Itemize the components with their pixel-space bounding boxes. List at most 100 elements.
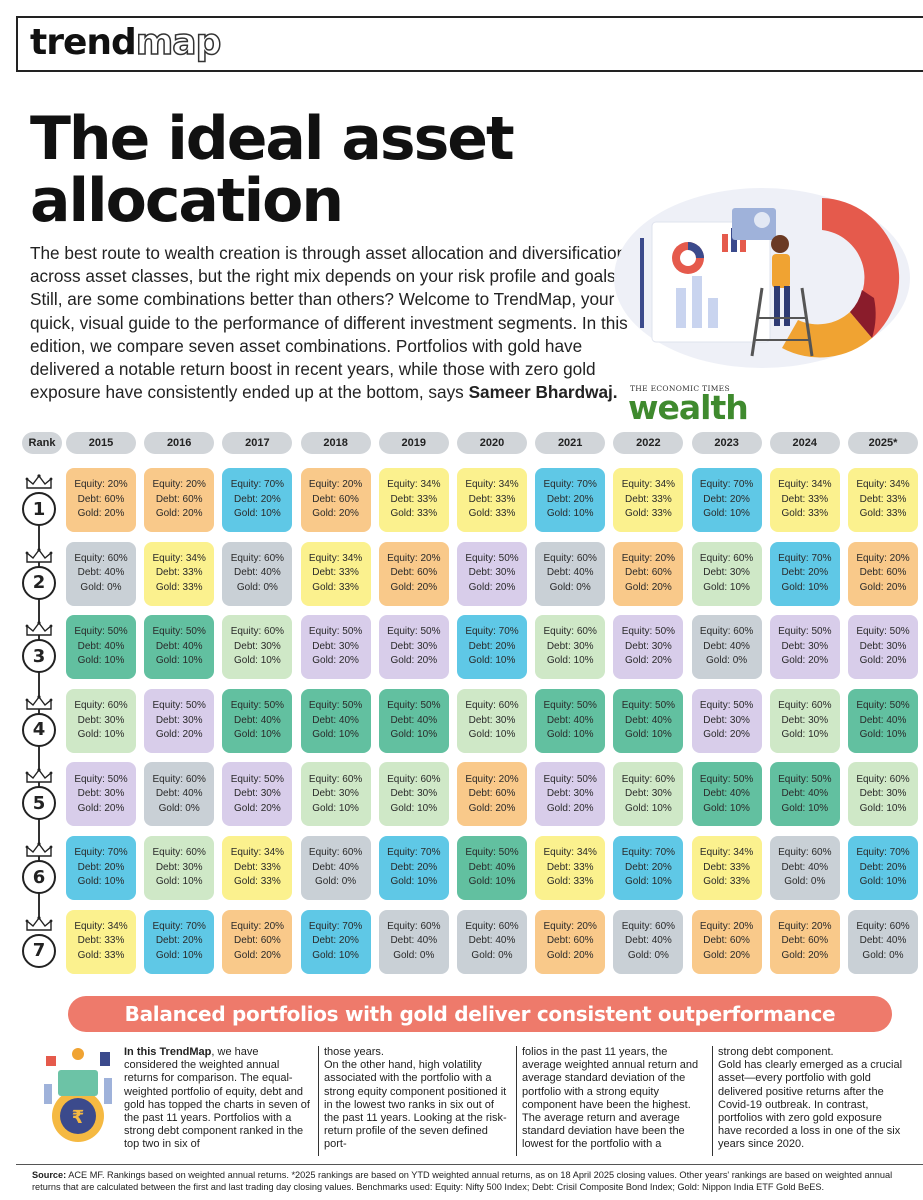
gold-share: Gold: 20%	[859, 655, 907, 667]
gold-share: Gold: 20%	[468, 802, 516, 814]
year-header: 2019	[378, 432, 449, 454]
et-wealth-logo: THE ECONOMIC TIMES wealth	[628, 384, 749, 427]
allocation-cell: Equity: 20% Debt: 60% Gold: 20%	[378, 541, 449, 606]
allocation-cell: Equity: 60% Debt: 30% Gold: 10%	[300, 762, 371, 827]
equity-share: Equity: 34%	[308, 552, 363, 564]
allocation-cell: Equity: 50% Debt: 40% Gold: 10%	[691, 762, 762, 827]
equity-share: Equity: 60%	[308, 773, 363, 785]
crown-icon	[25, 915, 53, 931]
allocation-cell: Equity: 60% Debt: 40% Gold: 0%	[535, 541, 606, 606]
debt-share: Debt: 30%	[781, 640, 829, 652]
gold-share: Gold: 20%	[859, 581, 907, 593]
debt-share: Debt: 33%	[234, 861, 281, 873]
debt-share: Debt: 30%	[312, 788, 359, 800]
gold-share: Gold: 10%	[546, 508, 594, 520]
year-header: 2022	[613, 432, 684, 454]
debt-share: Debt: 30%	[546, 640, 594, 652]
gold-share: Gold: 0%	[862, 949, 904, 961]
gold-share: Gold: 10%	[781, 581, 829, 593]
rank-badge: 3	[22, 639, 56, 674]
debt-share: Debt: 30%	[859, 640, 907, 652]
equity-share: Equity: 20%	[152, 479, 206, 491]
allocation-cell: Equity: 20% Debt: 60% Gold: 20%	[613, 541, 684, 606]
gold-share: Gold: 10%	[312, 949, 359, 961]
equity-share: Equity: 50%	[543, 700, 597, 712]
debt-share: Debt: 60%	[703, 935, 750, 947]
rank-badge: 4	[22, 712, 56, 747]
equity-share: Equity: 50%	[699, 700, 754, 712]
article-column-1: In this TrendMap, we have considered the…	[124, 1046, 310, 1151]
debt-share: Debt: 30%	[155, 714, 203, 726]
equity-share: Equity: 50%	[699, 773, 754, 785]
gold-share: Gold: 10%	[390, 876, 438, 888]
allocation-cell: Equity: 34% Debt: 33% Gold: 33%	[613, 468, 684, 532]
debt-share: Debt: 33%	[155, 567, 203, 579]
equity-share: Equity: 34%	[465, 479, 519, 491]
equity-share: Equity: 70%	[621, 847, 676, 859]
gold-share: Gold: 33%	[468, 508, 516, 520]
equity-share: Equity: 70%	[699, 479, 754, 491]
allocation-cell: Equity: 34% Debt: 33% Gold: 33%	[848, 468, 918, 532]
gold-share: Gold: 20%	[703, 949, 750, 961]
debt-share: Debt: 20%	[859, 861, 907, 873]
equity-share: Equity: 70%	[230, 479, 285, 491]
gold-share: Gold: 33%	[703, 876, 750, 888]
equity-share: Equity: 50%	[543, 773, 597, 785]
year-header: 2024	[769, 432, 840, 454]
allocation-cell: Equity: 34% Debt: 33% Gold: 33%	[378, 468, 449, 532]
gold-share: Gold: 10%	[468, 876, 516, 888]
gold-share: Gold: 20%	[546, 802, 594, 814]
gold-share: Gold: 0%	[315, 876, 357, 888]
allocation-cell: Equity: 70% Debt: 20% Gold: 10%	[222, 468, 293, 532]
equity-share: Equity: 60%	[856, 773, 910, 785]
allocation-cell: Equity: 70% Debt: 20% Gold: 10%	[66, 836, 136, 900]
debt-share: Debt: 30%	[77, 788, 125, 800]
crown-icon	[25, 547, 53, 563]
debt-share: Debt: 30%	[859, 788, 907, 800]
allocation-cell: Equity: 50% Debt: 40% Gold: 10%	[66, 615, 136, 680]
debt-share: Debt: 20%	[625, 861, 672, 873]
equity-share: Equity: 70%	[308, 920, 363, 932]
debt-share: Debt: 40%	[546, 714, 594, 726]
debt-share: Debt: 40%	[703, 640, 750, 652]
equity-share: Equity: 50%	[230, 700, 285, 712]
equity-share: Equity: 34%	[230, 847, 285, 859]
equity-share: Equity: 20%	[308, 479, 363, 491]
gold-share: Gold: 10%	[625, 729, 672, 741]
debt-share: Debt: 20%	[703, 493, 750, 505]
allocation-cell: Equity: 60% Debt: 30% Gold: 10%	[457, 688, 527, 753]
equity-share: Equity: 50%	[74, 626, 128, 638]
allocation-cell: Equity: 70% Debt: 20% Gold: 10%	[848, 836, 918, 900]
gold-share: Gold: 0%	[784, 876, 826, 888]
allocation-cell: Equity: 60% Debt: 30% Gold: 10%	[378, 762, 449, 827]
gold-share: Gold: 10%	[234, 508, 281, 520]
gold-share: Gold: 20%	[781, 949, 829, 961]
debt-share: Debt: 20%	[234, 493, 281, 505]
debt-share: Debt: 60%	[390, 567, 438, 579]
gold-share: Gold: 20%	[155, 508, 203, 520]
equity-share: Equity: 50%	[230, 773, 285, 785]
debt-share: Debt: 40%	[859, 714, 907, 726]
svg-text:₹: ₹	[72, 1107, 85, 1128]
allocation-cell: Equity: 60% Debt: 30% Gold: 10%	[66, 688, 136, 753]
gold-share: Gold: 20%	[155, 729, 203, 741]
equity-share: Equity: 50%	[465, 552, 519, 564]
debt-share: Debt: 60%	[546, 935, 594, 947]
gold-share: Gold: 20%	[312, 508, 359, 520]
debt-share: Debt: 60%	[234, 935, 281, 947]
debt-share: Debt: 30%	[155, 861, 203, 873]
debt-share: Debt: 30%	[234, 788, 281, 800]
allocation-cell: Equity: 70% Debt: 20% Gold: 10%	[300, 909, 371, 974]
gold-share: Gold: 10%	[546, 655, 594, 667]
equity-share: Equity: 60%	[230, 552, 285, 564]
allocation-cell: Equity: 34% Debt: 33% Gold: 33%	[691, 836, 762, 900]
gold-share: Gold: 0%	[471, 949, 513, 961]
gold-share: Gold: 33%	[312, 581, 359, 593]
crown-icon	[25, 474, 53, 489]
equity-share: Equity: 50%	[465, 847, 519, 859]
equity-share: Equity: 60%	[543, 626, 597, 638]
allocation-cell: Equity: 70% Debt: 20% Gold: 10%	[691, 468, 762, 532]
debt-share: Debt: 40%	[312, 714, 359, 726]
gold-share: Gold: 0%	[627, 949, 669, 961]
debt-share: Debt: 60%	[312, 493, 359, 505]
